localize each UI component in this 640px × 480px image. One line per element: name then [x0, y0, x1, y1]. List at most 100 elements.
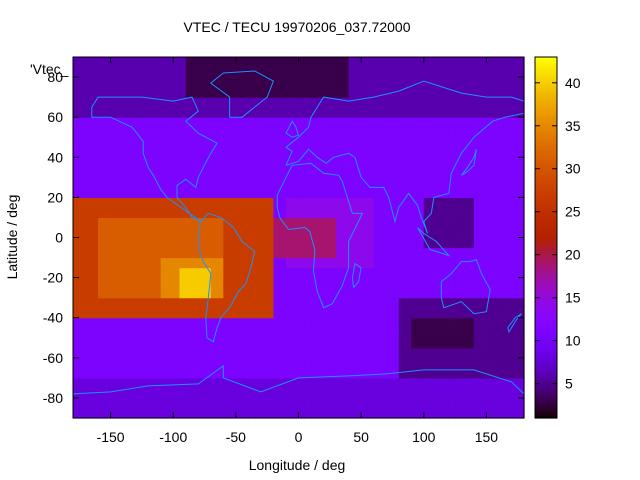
heatmap-cell	[354, 117, 362, 128]
heatmap-cell	[217, 147, 224, 158]
heatmap-cell	[398, 247, 406, 259]
heatmap-cell	[317, 77, 325, 88]
heatmap-cell	[210, 187, 218, 198]
heatmap-cell	[448, 257, 456, 269]
heatmap-cell	[461, 197, 469, 209]
heatmap-cell	[254, 117, 262, 128]
heatmap-cell	[379, 107, 387, 118]
heatmap-cell	[304, 87, 312, 98]
heatmap-cell	[411, 337, 419, 349]
heatmap-cell	[148, 137, 156, 148]
heatmap-cell	[392, 117, 400, 128]
heatmap-cell	[411, 127, 419, 138]
heatmap-cell	[260, 367, 268, 379]
heatmap-cell	[166, 327, 174, 339]
heatmap-cell	[210, 97, 218, 108]
heatmap-cell	[185, 307, 193, 319]
heatmap-cell	[279, 257, 287, 269]
heatmap-cell	[254, 127, 262, 138]
heatmap-cell	[267, 97, 275, 108]
heatmap-cell	[323, 257, 331, 269]
heatmap-cell	[423, 257, 431, 269]
heatmap-cell	[461, 227, 469, 239]
heatmap-cell	[79, 337, 87, 349]
heatmap-cell	[98, 147, 105, 158]
heatmap-cell	[304, 357, 312, 369]
heatmap-cell	[411, 57, 419, 68]
heatmap-cell	[367, 407, 375, 419]
heatmap-cell	[517, 167, 525, 178]
heatmap-cell	[367, 217, 375, 229]
heatmap-cell	[85, 377, 93, 389]
heatmap-cell	[129, 407, 137, 419]
heatmap-cell	[210, 87, 218, 98]
heatmap-cell	[229, 187, 237, 198]
heatmap-cell	[242, 77, 249, 88]
heatmap-cell	[354, 167, 362, 178]
heatmap-cell	[223, 107, 231, 118]
colorbar-tick-label: 35	[565, 118, 581, 134]
heatmap-cell	[104, 407, 112, 419]
heatmap-cell	[505, 297, 513, 309]
heatmap-cell	[267, 237, 275, 249]
heatmap-cell	[361, 187, 368, 198]
heatmap-cell	[204, 287, 212, 299]
heatmap-cell	[473, 57, 481, 68]
heatmap-cell	[248, 167, 256, 178]
heatmap-cell	[91, 197, 99, 209]
heatmap-cell	[467, 197, 475, 209]
heatmap-cell	[317, 67, 325, 78]
heatmap-cell	[367, 227, 375, 239]
heatmap-cell	[379, 147, 387, 158]
heatmap-cell	[361, 277, 368, 289]
heatmap-cell	[185, 337, 193, 349]
heatmap-cell	[392, 57, 400, 68]
heatmap-cell	[104, 317, 112, 329]
heatmap-cell	[260, 157, 268, 168]
heatmap-cell	[492, 267, 500, 279]
heatmap-cell	[116, 157, 124, 168]
heatmap-cell	[223, 87, 231, 98]
heatmap-cell	[486, 177, 494, 188]
heatmap-cell	[123, 287, 130, 299]
heatmap-cell	[192, 197, 199, 209]
colorbar-segment	[535, 177, 557, 181]
heatmap-cell	[185, 77, 193, 88]
heatmap-cell	[311, 297, 318, 309]
heatmap-cell	[455, 67, 462, 78]
heatmap-cell	[361, 217, 368, 229]
heatmap-cell	[192, 287, 199, 299]
heatmap-cell	[98, 317, 105, 329]
heatmap-cell	[480, 207, 488, 219]
heatmap-cell	[123, 197, 130, 209]
heatmap-cell	[248, 177, 256, 188]
heatmap-cell	[135, 347, 143, 359]
heatmap-cell	[123, 367, 130, 379]
heatmap-cell	[442, 237, 450, 249]
heatmap-cell	[386, 277, 394, 289]
heatmap-cell	[336, 407, 343, 419]
heatmap-cell	[398, 347, 406, 359]
heatmap-cell	[173, 127, 181, 138]
heatmap-cell	[116, 87, 124, 98]
heatmap-cell	[298, 307, 306, 319]
heatmap-cell	[361, 247, 368, 259]
heatmap-cell	[467, 367, 475, 379]
heatmap-cell	[248, 377, 256, 389]
heatmap-cell	[404, 107, 412, 118]
heatmap-cell	[210, 267, 218, 279]
colorbar-segment	[535, 303, 557, 308]
heatmap-cell	[166, 407, 174, 419]
heatmap-cell	[179, 127, 187, 138]
heatmap-cell	[505, 67, 513, 78]
heatmap-cell	[242, 117, 249, 128]
colorbar-segment	[535, 327, 557, 332]
heatmap-cell	[461, 317, 469, 329]
heatmap-cell	[279, 147, 287, 158]
colorbar-segment	[535, 282, 557, 287]
heatmap-cell	[517, 317, 525, 329]
heatmap-cell	[242, 257, 249, 269]
heatmap-cell	[342, 147, 350, 158]
colorbar-segment	[535, 333, 557, 338]
heatmap-cell	[367, 387, 375, 399]
